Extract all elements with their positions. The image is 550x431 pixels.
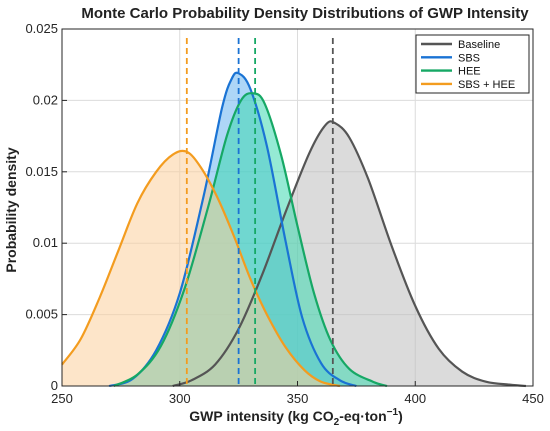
x-tick-label: 400: [404, 391, 426, 406]
density-curve-sbs-hee: [61, 149, 341, 388]
y-axis-ticks: 0 0.005 0.01 0.015 0.02 0.025: [25, 21, 67, 393]
y-tick-label: 0.02: [33, 92, 58, 107]
legend-label-baseline: Baseline: [458, 39, 500, 51]
y-tick-label: 0.01: [33, 235, 58, 250]
y-tick-label: 0.015: [25, 164, 58, 179]
x-axis-label: GWP intensity (kg CO2-eq·ton−1): [189, 407, 403, 428]
x-tick-label: 300: [169, 391, 191, 406]
x-axis-label-middle: -eq·ton: [339, 408, 386, 424]
density-fills: [62, 72, 526, 387]
density-fill-sbs-hee: [62, 150, 340, 386]
x-axis-label-superscript: −1: [387, 407, 399, 418]
x-axis-label-subscript: 2: [334, 417, 340, 428]
x-tick-label: 250: [51, 391, 73, 406]
legend-label-sbs-hee: SBS + HEE: [458, 79, 515, 91]
x-axis-label-prefix: GWP intensity (kg CO: [189, 408, 334, 424]
chart-title: Monte Carlo Probability Density Distribu…: [81, 5, 529, 22]
y-tick-label: 0: [51, 378, 58, 393]
density-curve-hee: [113, 92, 388, 388]
x-tick-label: 450: [522, 391, 544, 406]
x-axis-ticks: 250 300 350 400 450: [51, 381, 544, 406]
legend-label-hee: HEE: [458, 66, 481, 78]
x-axis-label-suffix: ): [398, 408, 403, 424]
y-tick-label: 0.025: [25, 21, 58, 36]
y-axis-label: Probability density: [3, 147, 19, 272]
legend-label-sbs: SBS: [458, 52, 480, 64]
x-tick-label: 350: [287, 391, 309, 406]
mean-lines: [185, 38, 334, 386]
y-tick-label: 0.005: [25, 307, 58, 322]
